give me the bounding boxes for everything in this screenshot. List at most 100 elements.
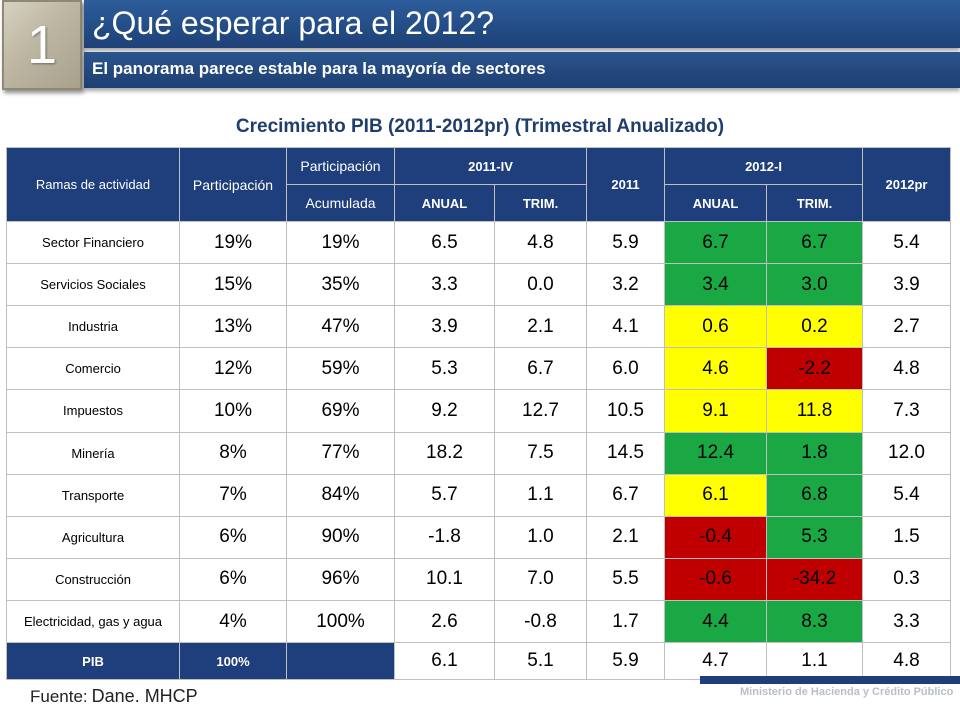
row-2011-trim: 6.7: [493, 347, 588, 391]
row-2011: 5.5: [586, 557, 666, 601]
row-2011: 6.7: [586, 473, 666, 517]
table-row: Impuestos 10% 69% 9.2 12.7 10.5 9.1 11.8 7.3: [6, 389, 952, 433]
row-participacion-acumulada: 59%: [286, 347, 395, 391]
source-value: Dane. MHCP: [91, 686, 198, 706]
row-participacion-acumulada: 19%: [286, 220, 395, 265]
row-2011-trim: 1.0: [493, 515, 588, 559]
row-2012pr: 7.3: [862, 389, 952, 433]
row-2011-anual: 5.7: [394, 473, 495, 517]
row-2011: 2.1: [586, 515, 666, 559]
row-name: Construcción: [6, 557, 180, 601]
row-2012-trim: 11.8: [766, 389, 864, 433]
row-2012pr: 3.9: [862, 263, 952, 307]
row-2011: 14.5: [586, 431, 666, 475]
table-row: Servicios Sociales 15% 35% 3.3 0.0 3.2 3.4 3.0 3…: [6, 263, 952, 307]
row-2012-anual: 4.4: [664, 599, 768, 644]
row-2012pr: 2.7: [862, 305, 952, 349]
total-2011-trim: 5.1: [493, 642, 588, 680]
row-name: Servicios Sociales: [6, 263, 180, 307]
table-row: Construcción 6% 96% 10.1 7.0 5.5 -0.6 -34.2 0.3: [6, 557, 952, 601]
row-participacion-acumulada: 96%: [286, 557, 395, 601]
table-row: Minería 8% 77% 18.2 7.5 14.5 12.4 1.8 12.0: [6, 431, 952, 475]
row-2011-trim: 0.0: [493, 263, 588, 307]
row-2011-anual: 3.9: [394, 305, 495, 349]
row-2011: 5.9: [586, 220, 666, 265]
row-2011: 1.7: [586, 599, 666, 644]
total-name: PIB: [6, 642, 180, 680]
table-row: Transporte 7% 84% 5.7 1.1 6.7 6.1 6.8 5.4: [6, 473, 952, 517]
row-2012pr: 5.4: [862, 220, 952, 265]
row-2012pr: 0.3: [862, 557, 952, 601]
row-participacion: 19%: [179, 220, 287, 265]
row-participacion-acumulada: 77%: [286, 431, 395, 475]
row-name: Minería: [6, 431, 180, 475]
page-title: ¿Qué esperar para el 2012?: [92, 5, 495, 41]
growth-table: Ramas de actividad Participación Partici…: [6, 147, 952, 680]
row-participacion-acumulada: 69%: [286, 389, 395, 433]
row-2012-anual: 6.7: [664, 220, 768, 265]
row-2012-trim: 8.3: [766, 599, 864, 644]
row-2012-anual: 3.4: [664, 263, 768, 307]
row-name: Industria: [6, 305, 180, 349]
row-2011-anual: 9.2: [394, 389, 495, 433]
row-2011-anual: 2.6: [394, 599, 495, 644]
row-2012pr: 12.0: [862, 431, 952, 475]
row-2011: 4.1: [586, 305, 666, 349]
row-2012-anual: 9.1: [664, 389, 768, 433]
row-2012-anual: 4.6: [664, 347, 768, 391]
total-2012-trim: 1.1: [766, 642, 864, 680]
row-2011-trim: 7.5: [493, 431, 588, 475]
source-note: Fuente: Dane. MHCP: [30, 686, 198, 707]
total-acumulada-blank: [286, 642, 395, 680]
title-bar: ¿Qué esperar para el 2012?: [84, 0, 960, 48]
header-participacion: Participación: [179, 147, 287, 222]
row-participacion: 6%: [179, 557, 287, 601]
row-participacion: 4%: [179, 599, 287, 644]
row-2012-trim: 6.8: [766, 473, 864, 517]
table-row: Industria 13% 47% 3.9 2.1 4.1 0.6 0.2 2.7: [6, 305, 952, 349]
row-name: Transporte: [6, 473, 180, 517]
row-2011-anual: 10.1: [394, 557, 495, 601]
row-2012-anual: 6.1: [664, 473, 768, 517]
row-name: Impuestos: [6, 389, 180, 433]
source-label: Fuente:: [30, 687, 88, 706]
row-2011-anual: 18.2: [394, 431, 495, 475]
row-2011-trim: 7.0: [493, 557, 588, 601]
row-2012pr: 5.4: [862, 473, 952, 517]
row-participacion-acumulada: 100%: [286, 599, 395, 644]
section-number-badge: 1: [2, 0, 82, 90]
table-row: Agricultura 6% 90% -1.8 1.0 2.1 -0.4 5.3 1.5: [6, 515, 952, 559]
header-2011-anual: ANUAL: [394, 184, 495, 222]
total-2011: 5.9: [586, 642, 666, 680]
row-2011: 3.2: [586, 263, 666, 307]
header-participacion-acum-2: Acumulada: [286, 184, 395, 222]
header-2012pr: 2012pr: [862, 147, 952, 222]
row-participacion: 10%: [179, 389, 287, 433]
table-row: Sector Financiero 19% 19% 6.5 4.8 5.9 6.7 6.7 5.…: [6, 220, 952, 265]
row-participacion: 13%: [179, 305, 287, 349]
row-name: Comercio: [6, 347, 180, 391]
row-2012-trim: 5.3: [766, 515, 864, 559]
row-participacion-acumulada: 47%: [286, 305, 395, 349]
row-2012-anual: 0.6: [664, 305, 768, 349]
row-2012-trim: 1.8: [766, 431, 864, 475]
subtitle-bar: El panorama parece estable para la mayor…: [84, 52, 960, 88]
row-participacion-acumulada: 84%: [286, 473, 395, 517]
total-row: PIB 100% 6.1 5.1 5.9 4.7 1.1 4.8: [6, 642, 952, 680]
row-participacion: 8%: [179, 431, 287, 475]
row-participacion-acumulada: 35%: [286, 263, 395, 307]
row-participacion-acumulada: 90%: [286, 515, 395, 559]
header-2011-trim: TRIM.: [493, 184, 588, 222]
row-2011-trim: 12.7: [493, 389, 588, 433]
row-2012-anual: -0.4: [664, 515, 768, 559]
row-2011-anual: 5.3: [394, 347, 495, 391]
ministry-watermark: Ministerio de Hacienda y Crédito Público: [740, 686, 954, 698]
total-2012-anual: 4.7: [664, 642, 768, 680]
row-2011-trim: -0.8: [493, 599, 588, 644]
row-2011-trim: 4.8: [493, 220, 588, 265]
header-2012-i: 2012-I: [664, 147, 864, 185]
row-2012-trim: -2.2: [766, 347, 864, 391]
table-row: Comercio 12% 59% 5.3 6.7 6.0 4.6 -2.2 4.8: [6, 347, 952, 391]
row-participacion: 15%: [179, 263, 287, 307]
header-2011: 2011: [586, 147, 666, 222]
